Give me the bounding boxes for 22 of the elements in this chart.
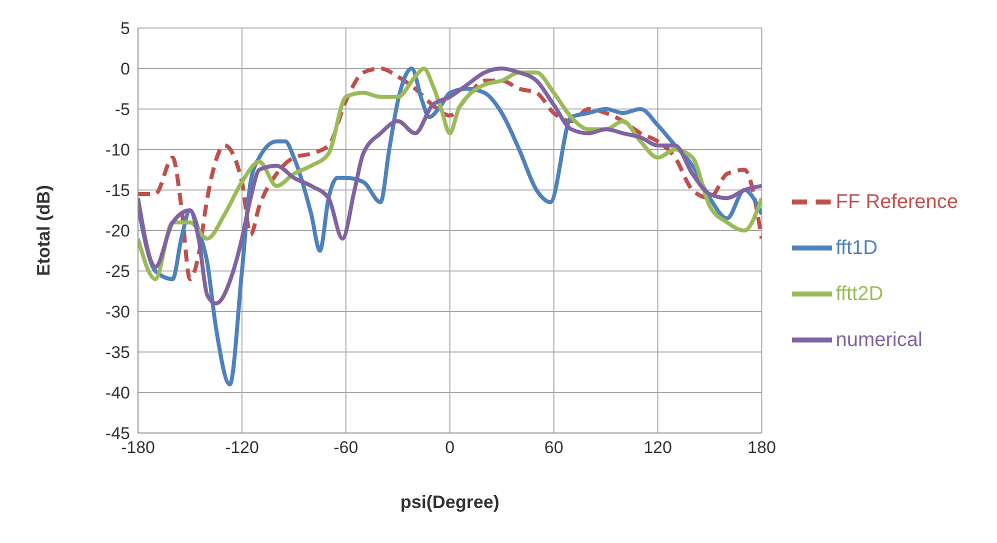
legend-label: FF Reference: [836, 190, 958, 212]
y-tick-label: 5: [120, 19, 130, 38]
legend-label: fftt2D: [836, 282, 884, 304]
y-tick-label: -30: [105, 302, 130, 322]
x-tick-label: 180: [748, 438, 776, 458]
y-tick-label: -5: [114, 100, 130, 120]
x-tick-label: 0: [445, 438, 455, 458]
y-tick-label: -25: [105, 262, 130, 282]
x-tick-label: 60: [544, 438, 564, 458]
y-tick-label: -15: [105, 181, 130, 200]
legend-label: numerical: [836, 328, 922, 350]
y-tick-label: -10: [105, 140, 130, 160]
x-axis-title: psi(Degree): [400, 492, 500, 512]
y-tick-label: 0: [120, 60, 130, 79]
y-tick-label: -20: [105, 222, 130, 241]
y-tick-label: -40: [105, 384, 130, 403]
x-tick-label: 120: [644, 438, 672, 458]
legend-label: fft1D: [836, 236, 878, 258]
x-tick-label: -120: [224, 438, 259, 458]
y-tick-label: -35: [105, 343, 130, 362]
y-axis-title: Etotal (dB): [33, 185, 54, 276]
x-tick-label: -60: [334, 438, 358, 458]
